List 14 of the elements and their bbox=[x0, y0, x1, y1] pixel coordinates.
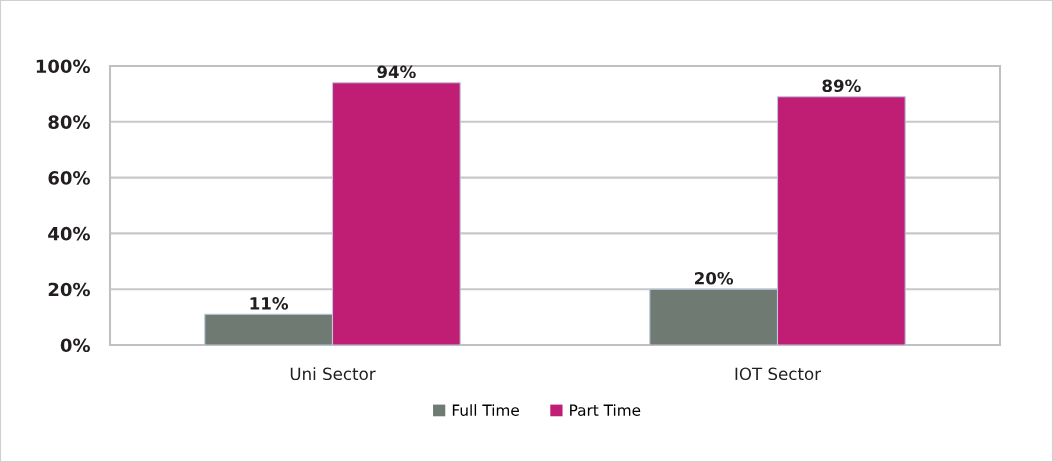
x-tick-label: Uni Sector bbox=[290, 367, 376, 381]
data-label: 20% bbox=[695, 271, 734, 285]
legend-label: Full Time bbox=[452, 404, 519, 416]
y-tick-label: 0% bbox=[60, 338, 90, 353]
x-tick-label: IOT Sector bbox=[735, 367, 822, 381]
y-tick-label: 80% bbox=[48, 115, 90, 129]
y-tick-label: 100% bbox=[36, 59, 90, 74]
data-label: 89% bbox=[822, 79, 861, 93]
y-tick-label: 20% bbox=[48, 282, 90, 297]
legend-label: Part Time bbox=[570, 404, 641, 416]
data-label: 11% bbox=[250, 297, 289, 310]
y-tick-label: 60% bbox=[48, 171, 90, 185]
y-tick-label: 40% bbox=[48, 226, 90, 241]
data-label: 94% bbox=[377, 65, 416, 79]
